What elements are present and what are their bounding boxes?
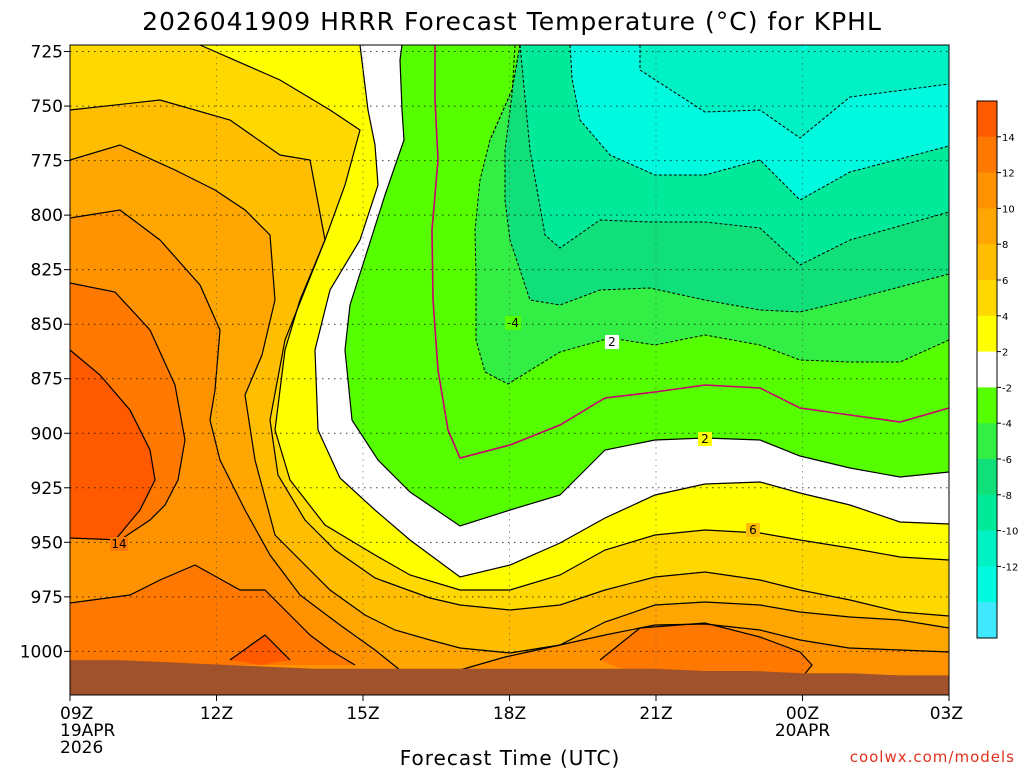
colorbar-segment (977, 244, 997, 281)
x-tick-label: 00Z (786, 704, 819, 724)
contour-line-plus6-a (199, 44, 950, 591)
colorbar-tick-label: 6 (1002, 276, 1008, 287)
y-tick-label: 750 (31, 97, 63, 117)
contour-line-plus12 (69, 209, 950, 671)
contour-line-minus4 (474, 44, 950, 385)
x-tick-label: 19APR (60, 721, 116, 741)
y-tick-label: 975 (31, 588, 63, 608)
colorbar-segment (977, 315, 997, 353)
colorbar-segment (977, 172, 997, 209)
contour-labels: 14 -4 2 2 6 (110, 316, 760, 551)
colorbar-segment (977, 351, 997, 388)
fill-region-plus14 (70, 350, 290, 665)
colorbar-segment (977, 566, 997, 603)
colorbar-segment (977, 602, 997, 639)
colorbar-segment (977, 136, 997, 174)
y-tick-label: 850 (31, 315, 63, 335)
contour-line-plus16-b (229, 634, 291, 661)
fill-region-minus12 (70, 45, 949, 138)
colorbar: 14 12 10 8 6 4 2 -2 -4 -6 -8 -10 -12 (976, 100, 1018, 639)
x-tick-label: 20APR (775, 721, 831, 741)
x-tick-label: 09Z (60, 704, 93, 724)
y-tick-label: 875 (31, 370, 63, 390)
contour-label: 2 (701, 432, 709, 446)
colorbar-tick-label: -10 (1002, 527, 1018, 538)
contour-label: -4 (507, 316, 519, 330)
plot-area: 14 -4 2 2 6 (69, 44, 950, 696)
contour-line-plus10 (69, 144, 950, 654)
contour-line-minus8 (519, 44, 950, 266)
colorbar-tick-label: 12 (1002, 169, 1015, 180)
y-tick-label: 775 (31, 152, 63, 172)
x-axis-label: Forecast Time (UTC) (400, 746, 621, 768)
colorbar-tick-label: 8 (1002, 240, 1008, 251)
credit-text: coolwx.com/models (850, 748, 1015, 766)
contour-line-minus6 (504, 44, 950, 313)
contour-line-minus12 (639, 45, 950, 139)
contour-line-plus2 (344, 44, 950, 527)
chart-title: 2026041909 HRRR Forecast Temperature (°C… (142, 7, 882, 36)
contour-line-minus2 (489, 44, 521, 141)
colorbar-segment (977, 101, 997, 138)
colorbar-tick-label: -12 (1002, 562, 1018, 573)
y-tick-label: 950 (31, 533, 63, 553)
fill-region-plus8 (70, 145, 949, 695)
contour-line-zero (431, 45, 950, 459)
colorbar-segment (977, 423, 997, 460)
contour-line-plus14-b (69, 564, 356, 666)
colorbar-tick-label: -2 (1002, 383, 1012, 394)
contour-line-plus14-c (599, 622, 813, 681)
x-tick-label: 2026 (60, 738, 103, 758)
x-tick-label: 15Z (346, 704, 379, 724)
x-tick-label: 12Z (200, 704, 233, 724)
y-tick-label: 825 (31, 261, 63, 281)
y-tick-label: 725 (31, 43, 63, 63)
terrain (70, 660, 949, 695)
x-tick-label: 03Z (930, 704, 963, 724)
colorbar-segment (977, 280, 997, 317)
y-tick-label: 1000 (20, 642, 63, 662)
colorbar-segment (977, 387, 997, 424)
terrain-polygon (70, 660, 949, 695)
contour-line-minus10 (569, 44, 950, 201)
colorbar-tick-label: 10 (1002, 204, 1015, 215)
contour-line-plus8 (69, 99, 950, 617)
colorbar-segment (977, 530, 997, 567)
contour-line-plus16-a (69, 349, 156, 541)
colorbar-segment (977, 494, 997, 532)
colorbar-tick-label: -4 (1002, 419, 1012, 430)
y-tick-label: 900 (31, 424, 63, 444)
fill-region-plus6 (70, 100, 949, 695)
y-axis: 725 750 775 800 825 850 875 900 925 950 975 1000 (20, 43, 70, 662)
contour-label: 2 (608, 335, 616, 349)
contour-label: 6 (749, 523, 757, 537)
contour-label: 14 (111, 537, 126, 551)
colorbar-tick-label: 14 (1002, 133, 1015, 144)
colorbar-tick-label: -8 (1002, 491, 1012, 502)
x-tick-label: 21Z (639, 704, 672, 724)
fill-region-plus12 (70, 283, 812, 680)
colorbar-border (976, 100, 998, 639)
y-tick-label: 925 (31, 479, 63, 499)
colorbar-tick-label: -6 (1002, 455, 1012, 466)
colorbar-tick-label: 2 (1002, 348, 1008, 359)
x-tick-label: 18Z (493, 704, 526, 724)
y-tick-label: 800 (31, 206, 63, 226)
colorbar-tick-label: 4 (1002, 312, 1008, 323)
colorbar-segment (977, 459, 997, 496)
contour-line-plus14-a (69, 282, 186, 541)
contour-line-plus4 (314, 44, 950, 578)
colorbar-segment (977, 208, 997, 245)
